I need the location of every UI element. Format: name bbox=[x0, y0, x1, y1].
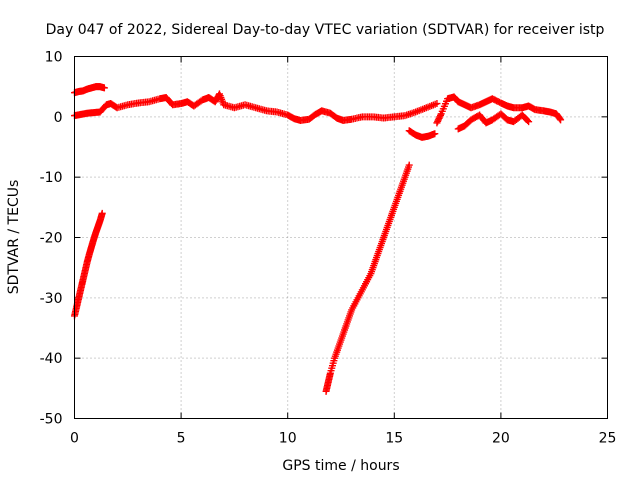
y-tick-label: -50 bbox=[40, 412, 63, 428]
x-tick-label: 25 bbox=[599, 431, 617, 447]
x-tick-label: 5 bbox=[177, 431, 186, 447]
data-point bbox=[405, 161, 413, 169]
y-tick-label: -20 bbox=[40, 231, 63, 247]
y-axis-label: SDTVAR / TECUs bbox=[6, 180, 22, 295]
x-tick-label: 20 bbox=[492, 431, 510, 447]
data-point bbox=[556, 115, 564, 123]
data-point bbox=[431, 130, 439, 138]
data-point bbox=[525, 118, 533, 126]
data-point bbox=[557, 116, 565, 124]
grid bbox=[74, 56, 608, 419]
y-tick-label: -30 bbox=[40, 291, 63, 307]
y-tick-label: -40 bbox=[40, 351, 63, 367]
chart-title: Day 047 of 2022, Sidereal Day-to-day VTE… bbox=[46, 22, 605, 38]
data-point bbox=[436, 111, 444, 119]
plot-frame bbox=[74, 56, 608, 419]
y-tick-label: 0 bbox=[54, 110, 63, 126]
data-point bbox=[433, 100, 441, 108]
x-tick-label: 0 bbox=[70, 431, 79, 447]
x-axis-label: GPS time / hours bbox=[282, 458, 399, 474]
data-point bbox=[524, 117, 532, 125]
data-point bbox=[100, 84, 108, 92]
y-tick-label: -10 bbox=[40, 170, 63, 186]
x-tick-label: 15 bbox=[385, 431, 403, 447]
x-tick-label: 10 bbox=[279, 431, 297, 447]
data-point bbox=[98, 209, 106, 217]
data-points bbox=[71, 83, 565, 395]
y-tick-label: 10 bbox=[45, 50, 63, 66]
